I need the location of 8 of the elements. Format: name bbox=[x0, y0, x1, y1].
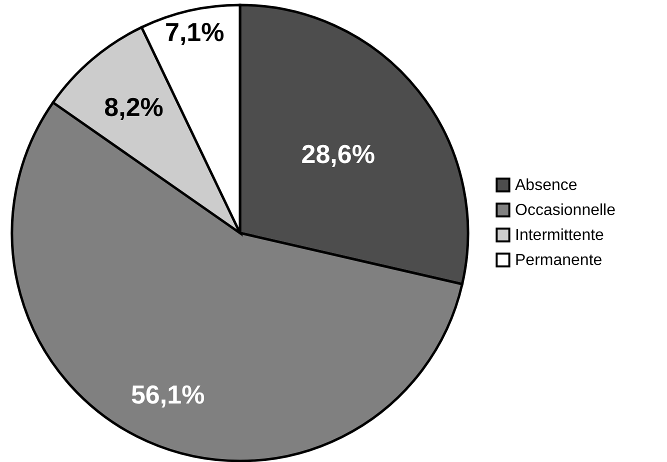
legend-label: Absence bbox=[515, 177, 578, 194]
legend-label: Intermittente bbox=[515, 227, 604, 244]
legend-label: Occasionnelle bbox=[515, 202, 616, 219]
legend-label: Permanente bbox=[515, 252, 602, 269]
data-label: 8,2% bbox=[104, 92, 164, 122]
data-label: 28,6% bbox=[301, 138, 375, 169]
data-label: 56,1% bbox=[130, 380, 205, 410]
data-label: 7,1% bbox=[164, 16, 224, 47]
